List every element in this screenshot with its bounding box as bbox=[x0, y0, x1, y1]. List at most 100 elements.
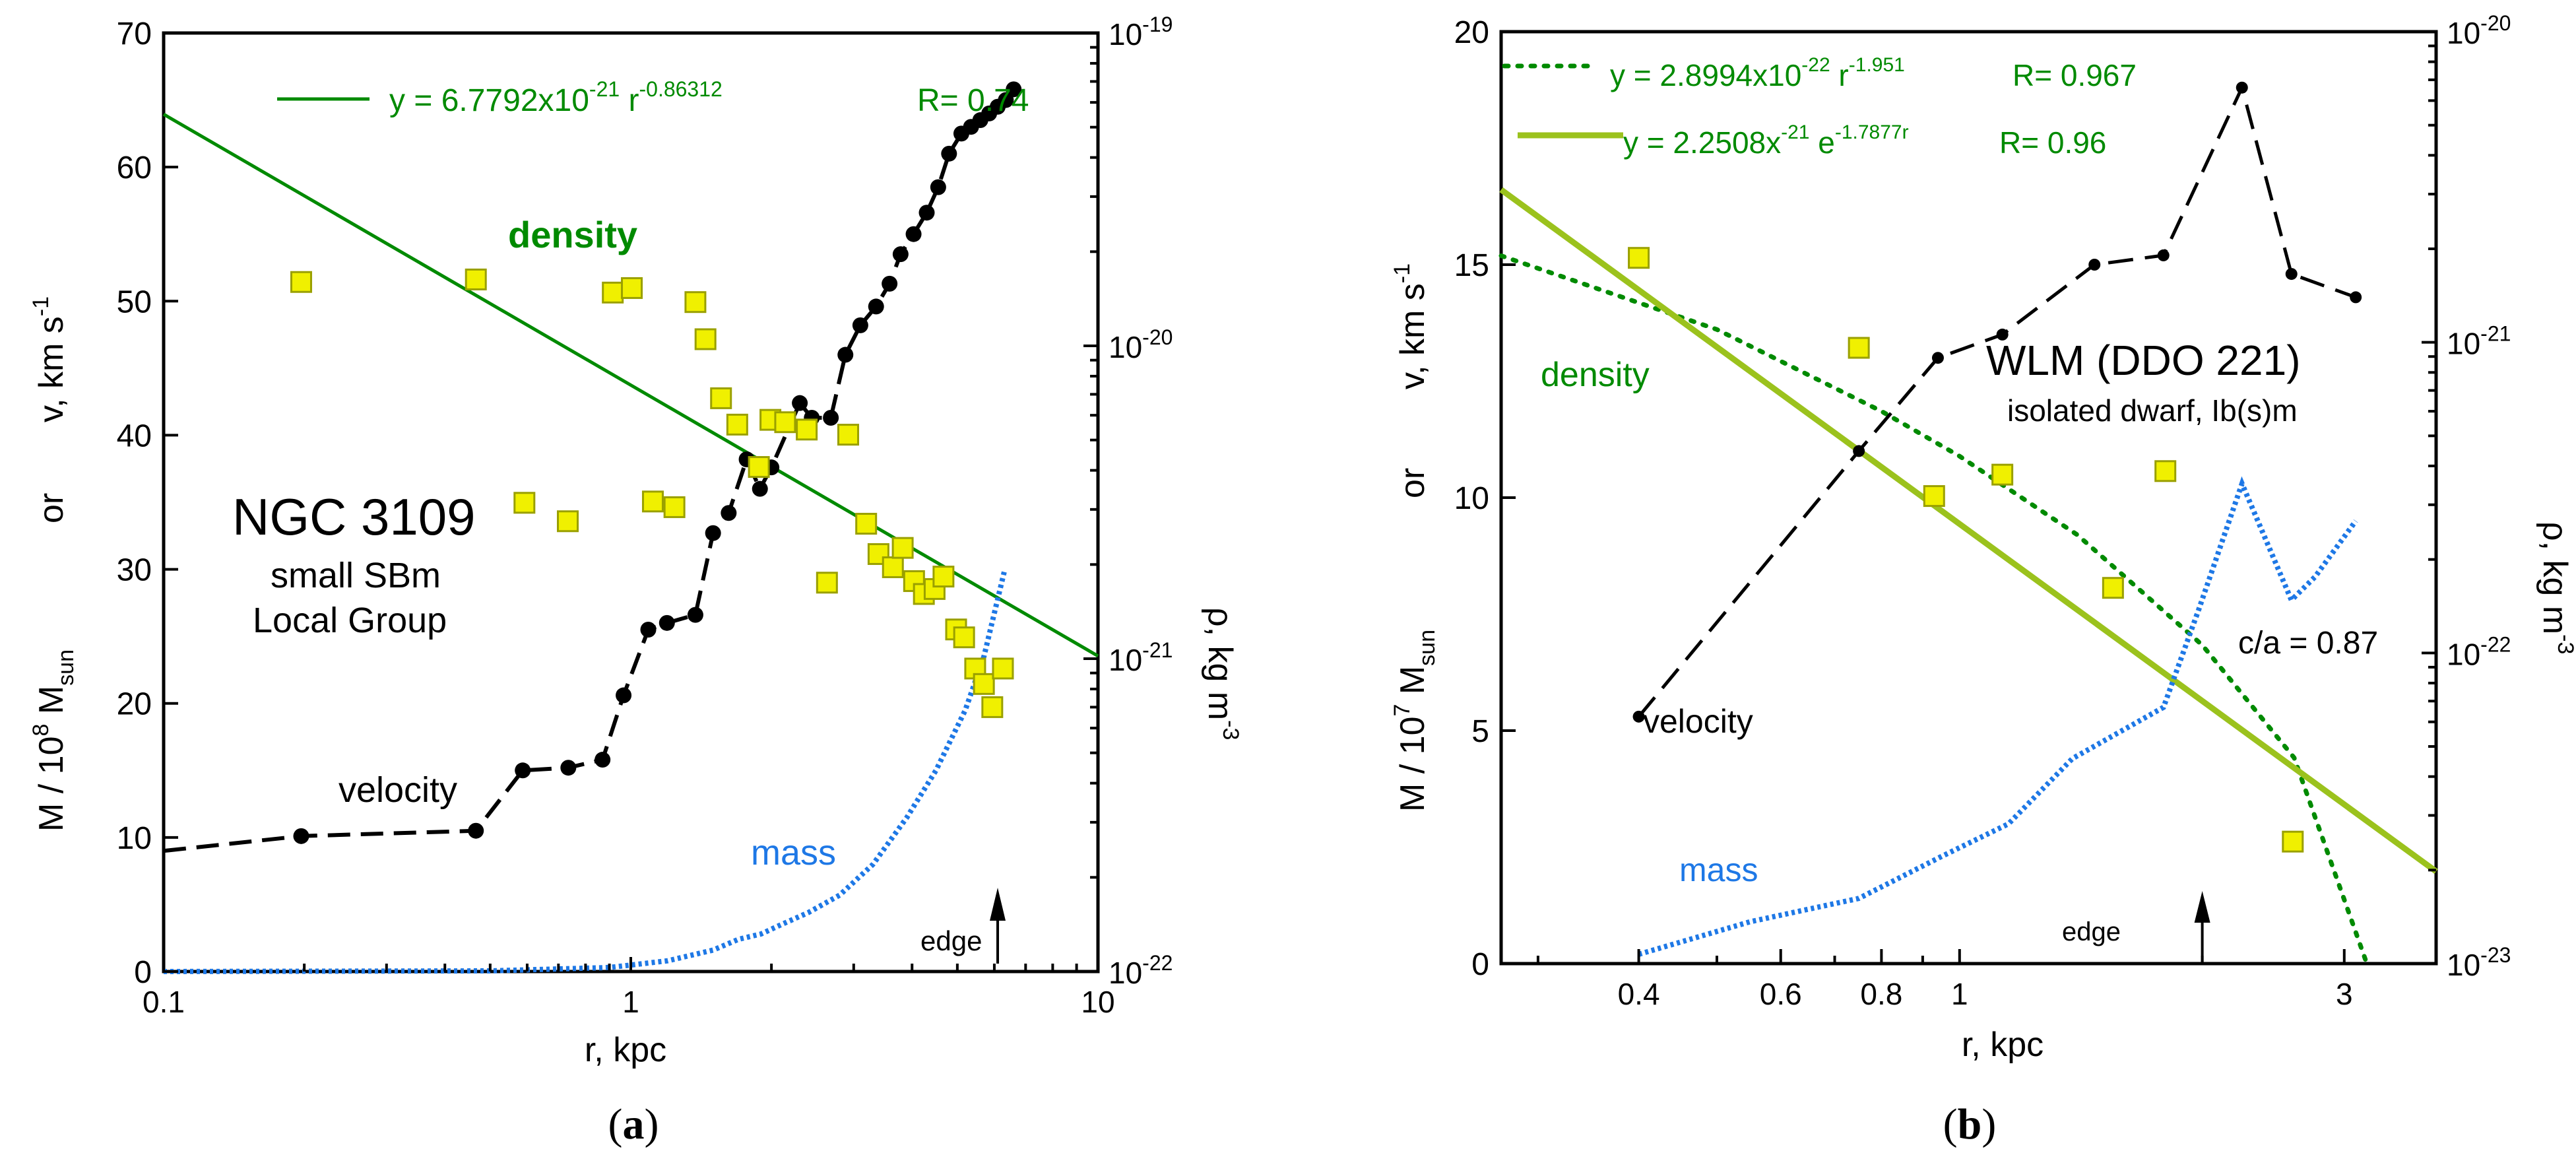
panel-a-density-point bbox=[882, 556, 904, 578]
panel-b-ytick-right-label: 10-22 bbox=[2447, 632, 2511, 671]
svg-text:M / 108 Msun: M / 108 Msun bbox=[28, 649, 79, 832]
panel-a-ytick-right-label: 10-22 bbox=[1109, 951, 1173, 990]
panel-a-velocity-point bbox=[1006, 81, 1022, 98]
panel-a-velocity-point bbox=[852, 317, 868, 333]
panel-b-velocity-point bbox=[2088, 259, 2101, 271]
panel-a-density-point bbox=[992, 657, 1014, 680]
panel-a-density-point bbox=[932, 566, 955, 588]
panel-a-velocity-point bbox=[792, 395, 808, 411]
panel-b-density-point bbox=[1628, 247, 1650, 269]
panel-a-ytick-right-label: 10-19 bbox=[1109, 13, 1173, 51]
panel-a-density-point bbox=[726, 413, 748, 436]
panel-a-velocity-point bbox=[721, 505, 737, 521]
panel-a-ylabel-right: ρ, kg m-3 bbox=[1201, 607, 1243, 740]
panel-a-velocity-label: velocity bbox=[338, 770, 457, 810]
panel-b-title: WLM (DDO 221) bbox=[1986, 337, 2301, 384]
panel-a-velocity-point bbox=[882, 275, 898, 292]
panel-a-velocity-point bbox=[616, 687, 632, 704]
panel-b-ytick-right-label: 10-20 bbox=[2447, 11, 2511, 50]
svg-text:ρ, kg m-3: ρ, kg m-3 bbox=[2536, 521, 2576, 654]
panel-b-xtick-label: 0.6 bbox=[1760, 977, 1802, 1011]
panel-a-density-point bbox=[981, 696, 1004, 718]
panel-b-ylabel-right: ρ, kg m-3 bbox=[2536, 521, 2576, 654]
panel-b-fit1-r: R= 0.967 bbox=[2012, 58, 2137, 92]
panel-b-xlabel: r, kpc bbox=[1962, 1026, 2044, 1064]
panel-a-density-point bbox=[694, 328, 717, 350]
panel-a-ytick-left-label: 0 bbox=[134, 955, 152, 990]
panel-b-density-point bbox=[1991, 463, 2014, 486]
panel-b-density-point bbox=[2102, 577, 2124, 599]
panel-b-velocity-point bbox=[1632, 710, 1645, 723]
panel-b-mass-line bbox=[1638, 476, 2358, 957]
panel-a-mass-label: mass bbox=[751, 833, 836, 873]
panel-a-velocity-point bbox=[905, 226, 922, 242]
panel-a-velocity-point bbox=[918, 205, 935, 221]
panel-b-ytick-left-label: 15 bbox=[1454, 248, 1489, 283]
panel-a-fit-legend: y = 6.7792x10-21 r-0.86312 bbox=[389, 77, 723, 118]
panel-a-density-point bbox=[513, 492, 536, 514]
panel-a-velocity-point bbox=[930, 179, 946, 195]
panel-a-density-point bbox=[641, 490, 664, 513]
panel-a-velocity-point bbox=[892, 246, 909, 263]
panel-b-edge-arrow bbox=[2194, 891, 2210, 962]
panel-a-ytick-left-label: 40 bbox=[117, 418, 152, 453]
panel-a-velocity-point bbox=[468, 822, 484, 839]
panel-b-ytick-left-label: 0 bbox=[1471, 947, 1489, 982]
panel-a-series bbox=[162, 81, 1099, 974]
panel-a-velocity-point bbox=[515, 762, 531, 779]
panel-a-density-point bbox=[891, 537, 914, 559]
panel-a-velocity-point bbox=[868, 298, 884, 315]
panel-a-ytick-left-label: 10 bbox=[117, 821, 152, 856]
panel-a-density-point bbox=[710, 387, 732, 409]
panel-a-density-point bbox=[816, 572, 838, 594]
panel-a-velocity-point bbox=[560, 760, 577, 776]
panel-a-title: NGC 3109 bbox=[232, 488, 476, 546]
panel-a-velocity-point bbox=[823, 410, 839, 426]
panel-b-powerlaw-fit-line bbox=[1498, 253, 2369, 966]
panel-b-ticks: 0 5 10 15 20 10-23 10-22 10-21 10-20 0.4 0.6 0.8 1 3 bbox=[1454, 11, 2511, 1011]
panel-a-density-label: density bbox=[508, 214, 637, 255]
panel-b-xtick-label: 0.4 bbox=[1618, 977, 1660, 1011]
panel-b-density-point bbox=[1848, 337, 1870, 359]
panel-a-xtick-label: 1 bbox=[622, 985, 639, 1019]
panel-a-ytick-right-label: 10-21 bbox=[1109, 638, 1173, 677]
svg-text:or: or bbox=[1394, 468, 1432, 498]
panel-a-velocity-line bbox=[163, 88, 1015, 853]
panel-b-velocity-point bbox=[2236, 81, 2248, 94]
panel-a-density-point bbox=[837, 424, 859, 446]
svg-text:v, km s-1: v, km s-1 bbox=[28, 296, 71, 422]
panel-a-density-point bbox=[602, 281, 624, 304]
panel-b-velocity-point bbox=[1996, 328, 2009, 341]
panel-a-ytick-right-label: 10-20 bbox=[1109, 325, 1173, 364]
panel-b-density-label: density bbox=[1541, 356, 1650, 394]
panel-a-xtick-label: 10 bbox=[1081, 985, 1114, 1019]
panel-a-ytick-left-label: 50 bbox=[117, 284, 152, 319]
panel-a-density-point bbox=[796, 418, 818, 441]
panel-a-density-point bbox=[953, 626, 975, 649]
panel-a-subtitle-2: Local Group bbox=[253, 601, 447, 640]
panel-a-density-point bbox=[663, 496, 686, 518]
panel-a-velocity-point bbox=[837, 346, 854, 363]
panel-a-label: (a) bbox=[608, 1100, 659, 1148]
panel-a-ytick-left-label: 30 bbox=[117, 553, 152, 588]
panel-a-density-point bbox=[290, 271, 312, 293]
panel-b-exponential-fit-line bbox=[1499, 187, 2438, 874]
panel-b-xtick-label: 1 bbox=[1951, 977, 1968, 1011]
panel-a-density-point bbox=[973, 673, 995, 695]
panel-a-ytick-left-label: 20 bbox=[117, 687, 152, 722]
panel-a-ytick-left-label: 60 bbox=[117, 150, 152, 185]
panel-a-density-point bbox=[774, 411, 796, 434]
panel-a-ylabel-left-mass: M / 108 Msun bbox=[28, 649, 79, 832]
panel-b-ytick-right-label: 10-23 bbox=[2447, 943, 2511, 982]
panel-a: 0 10 20 30 40 50 60 70 10-22 10-21 10-20 10-19 0.1 1 1… bbox=[28, 13, 1243, 1148]
panel-a-ytick-left-label: 70 bbox=[117, 16, 152, 51]
panel-a-velocity-point bbox=[752, 480, 768, 497]
panel-a-xtick-label: 0.1 bbox=[143, 985, 185, 1019]
panel-a-velocity-point bbox=[705, 525, 721, 541]
panel-a-edge-label: edge bbox=[920, 925, 982, 956]
panel-b-ca-label: c/a = 0.87 bbox=[2238, 626, 2378, 661]
panel-a-density-point bbox=[684, 291, 707, 314]
svg-text:v, km s-1: v, km s-1 bbox=[1390, 263, 1432, 389]
